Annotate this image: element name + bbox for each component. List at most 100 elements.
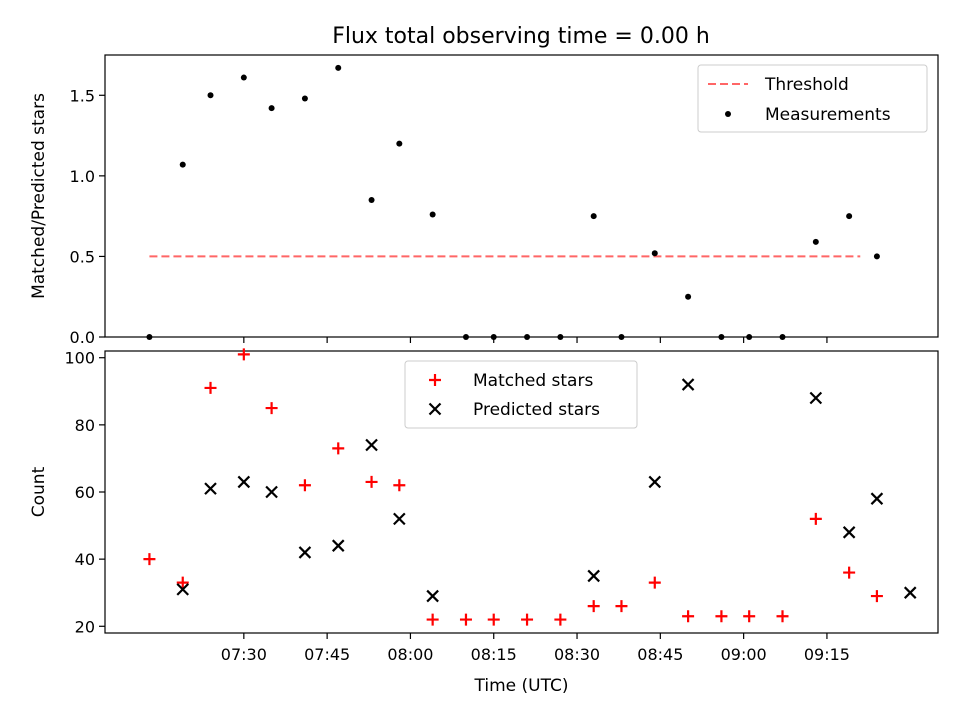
count-panel: 20 40 60 80 100 07:30 07:45 08:00 08:15 08:30 08:4… bbox=[29, 348, 939, 696]
matched-star-point bbox=[237, 348, 250, 361]
measurement-point bbox=[812, 238, 819, 245]
matched-star-point bbox=[843, 566, 856, 579]
matched-star-point bbox=[143, 553, 156, 566]
measurement-point bbox=[618, 334, 625, 340]
measurement-point bbox=[335, 64, 342, 71]
predicted-star-point bbox=[648, 475, 662, 489]
y-axis-label: Count bbox=[29, 466, 49, 517]
y-tick-label: 0.0 bbox=[70, 328, 95, 347]
x-axis-label: Time (UTC) bbox=[474, 676, 569, 696]
legend-predicted-swatch bbox=[428, 402, 442, 416]
matched-star-point bbox=[487, 613, 500, 626]
measurement-point bbox=[146, 334, 153, 340]
measurement-point bbox=[368, 197, 375, 204]
matched-star-point bbox=[459, 613, 472, 626]
y-tick-label: 100 bbox=[64, 349, 95, 368]
predicted-star-point bbox=[331, 539, 345, 552]
measurement-point bbox=[301, 95, 308, 102]
x-tick-label: 08:45 bbox=[637, 645, 683, 664]
matched-star-point bbox=[715, 610, 728, 623]
legend-predicted-label: Predicted stars bbox=[473, 400, 600, 420]
predicted-star-point bbox=[393, 512, 406, 526]
predicted-star-point bbox=[903, 586, 917, 599]
legend: Matched stars Predicted stars bbox=[404, 360, 638, 429]
matched-star-point bbox=[809, 512, 822, 525]
matched-star-point bbox=[682, 610, 695, 623]
measurement-point bbox=[746, 334, 753, 340]
matched-star-point bbox=[521, 613, 534, 626]
legend-measurement-label: Measurements bbox=[765, 105, 891, 125]
measurement-point bbox=[268, 105, 275, 112]
measurement-point bbox=[179, 161, 186, 168]
measurement-point bbox=[557, 334, 564, 340]
predicted-star-point bbox=[870, 492, 884, 505]
matched-star-point bbox=[554, 613, 567, 626]
matched-star-point bbox=[615, 600, 628, 613]
matched-star-point bbox=[365, 475, 378, 488]
y-tick-label: 60 bbox=[75, 483, 95, 502]
matched-star-point bbox=[204, 381, 217, 394]
measurement-point bbox=[846, 213, 853, 220]
measurement-point bbox=[462, 334, 469, 340]
matched-star-point bbox=[743, 610, 756, 623]
x-tick-label: 09:00 bbox=[721, 645, 767, 664]
legend-box bbox=[697, 64, 928, 133]
x-tick-label: 07:30 bbox=[221, 645, 267, 664]
predicted-star-point bbox=[587, 569, 600, 583]
measurement-point bbox=[873, 253, 880, 260]
predicted-star-point bbox=[426, 589, 439, 603]
matched-star-point bbox=[332, 442, 345, 455]
legend-matched-label: Matched stars bbox=[473, 371, 593, 391]
x-tick-label: 09:15 bbox=[804, 645, 850, 664]
y-tick-label: 0.5 bbox=[70, 247, 95, 266]
plot-frame bbox=[104, 54, 939, 338]
chart-title: Flux total observing time = 0.00 h bbox=[332, 24, 710, 49]
legend-box bbox=[404, 360, 638, 429]
predicted-star-point bbox=[298, 546, 312, 559]
predicted-star-point bbox=[176, 583, 190, 596]
legend: Threshold Measurements bbox=[697, 64, 928, 133]
matched-star-point bbox=[298, 479, 311, 492]
measurement-point bbox=[685, 293, 692, 300]
predicted-star-point bbox=[237, 475, 251, 489]
matched-star-point bbox=[393, 479, 406, 492]
y-tick-label: 80 bbox=[75, 416, 95, 435]
y-tick-label: 20 bbox=[75, 617, 95, 636]
matched-star-point bbox=[648, 576, 661, 589]
y-axis-label: Matched/Predicted stars bbox=[29, 93, 49, 299]
measurement-point bbox=[779, 334, 786, 340]
measurement-point bbox=[524, 334, 531, 340]
matched-star-point bbox=[776, 610, 789, 623]
predicted-star-point bbox=[842, 526, 856, 539]
measurement-point bbox=[590, 213, 597, 220]
y-tick-label: 1.5 bbox=[70, 86, 95, 105]
x-tick-label: 08:15 bbox=[471, 645, 517, 664]
matched-star-point bbox=[265, 402, 278, 415]
measurement-point bbox=[429, 211, 436, 218]
measurement-point bbox=[207, 92, 214, 99]
y-tick-label: 1.0 bbox=[70, 167, 95, 186]
legend-threshold-label: Threshold bbox=[764, 75, 849, 95]
measurement-point bbox=[490, 334, 497, 340]
matched-star-point bbox=[587, 600, 600, 613]
matched-star-point bbox=[870, 590, 883, 603]
measurement-point bbox=[651, 250, 658, 257]
matched-star-point bbox=[176, 576, 189, 589]
measurement-point bbox=[240, 74, 247, 81]
predicted-star-point bbox=[265, 485, 278, 499]
measurement-point bbox=[718, 334, 725, 340]
ratio-panel: 0.0 0.5 1.0 1.5 Matched/Predicted stars Thres… bbox=[29, 54, 939, 347]
y-tick-label: 40 bbox=[75, 550, 95, 569]
measurement-point bbox=[396, 140, 403, 147]
matched-star-point bbox=[426, 613, 439, 626]
x-tick-label: 08:30 bbox=[554, 645, 600, 664]
predicted-star-point bbox=[365, 438, 378, 452]
predicted-star-point bbox=[809, 391, 823, 405]
legend-matched-swatch bbox=[429, 374, 441, 386]
predicted-star-point bbox=[681, 378, 695, 391]
x-tick-label: 08:00 bbox=[387, 645, 433, 664]
legend-measurement-swatch bbox=[725, 111, 731, 117]
x-tick-label: 07:45 bbox=[304, 645, 350, 664]
predicted-star-point bbox=[204, 482, 217, 495]
